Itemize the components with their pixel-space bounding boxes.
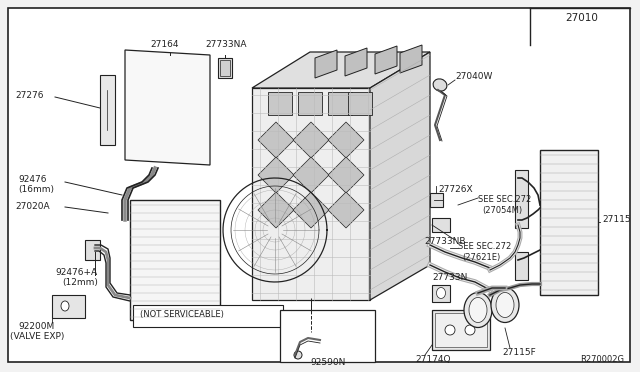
Text: 27726X: 27726X: [438, 185, 472, 194]
Polygon shape: [252, 88, 370, 300]
Polygon shape: [328, 192, 364, 228]
Ellipse shape: [491, 288, 519, 323]
Polygon shape: [125, 50, 210, 165]
Text: 92200M: 92200M: [18, 322, 54, 331]
Polygon shape: [370, 52, 430, 300]
Polygon shape: [515, 252, 528, 280]
Polygon shape: [252, 52, 430, 88]
Polygon shape: [130, 200, 220, 320]
Polygon shape: [258, 157, 294, 193]
Text: 27276: 27276: [15, 91, 44, 100]
Polygon shape: [430, 193, 443, 207]
Text: 92476+A: 92476+A: [55, 268, 97, 277]
Ellipse shape: [436, 288, 445, 298]
Text: 27733NB: 27733NB: [424, 237, 465, 246]
Bar: [133, 305, 283, 327]
Text: 27115: 27115: [602, 215, 630, 224]
Polygon shape: [100, 75, 115, 145]
Polygon shape: [435, 313, 487, 347]
Polygon shape: [328, 92, 352, 115]
Polygon shape: [328, 122, 364, 158]
Text: (16mm): (16mm): [18, 185, 54, 194]
Ellipse shape: [465, 325, 475, 335]
Text: 27010: 27010: [565, 13, 598, 23]
Polygon shape: [258, 122, 294, 158]
Polygon shape: [432, 310, 490, 350]
Ellipse shape: [294, 351, 302, 359]
Text: 27040W: 27040W: [455, 72, 492, 81]
Ellipse shape: [496, 292, 514, 317]
Polygon shape: [293, 157, 329, 193]
Polygon shape: [315, 50, 337, 78]
Text: R270002G: R270002G: [580, 355, 624, 364]
Bar: [280, 310, 375, 362]
Polygon shape: [293, 122, 329, 158]
Polygon shape: [52, 295, 85, 318]
Ellipse shape: [433, 79, 447, 91]
Polygon shape: [375, 46, 397, 74]
Polygon shape: [540, 150, 598, 295]
Text: SEE SEC.272: SEE SEC.272: [478, 195, 531, 204]
Text: (VALVE EXP): (VALVE EXP): [10, 332, 65, 341]
Polygon shape: [345, 48, 367, 76]
Polygon shape: [515, 170, 528, 228]
Polygon shape: [218, 58, 232, 78]
Polygon shape: [293, 192, 329, 228]
Text: 92476: 92476: [18, 175, 47, 184]
Polygon shape: [432, 218, 450, 232]
Text: 27115F: 27115F: [502, 348, 536, 357]
Polygon shape: [85, 240, 100, 260]
Polygon shape: [348, 92, 372, 115]
Polygon shape: [328, 157, 364, 193]
Text: SEE SEC.272: SEE SEC.272: [458, 242, 511, 251]
Text: 27733NA: 27733NA: [205, 40, 246, 49]
Polygon shape: [268, 92, 292, 115]
Text: (27054M): (27054M): [482, 206, 522, 215]
Polygon shape: [400, 45, 422, 73]
Text: 27020A: 27020A: [15, 202, 50, 211]
Text: (27621E): (27621E): [462, 253, 500, 262]
Ellipse shape: [464, 292, 492, 327]
Text: 27174Q: 27174Q: [415, 355, 451, 364]
Polygon shape: [432, 285, 450, 302]
Polygon shape: [298, 92, 322, 115]
Text: 27733N: 27733N: [432, 273, 467, 282]
Text: (NOT SERVICEABLE): (NOT SERVICEABLE): [140, 310, 224, 319]
Text: 92590N: 92590N: [310, 358, 346, 367]
Text: (12mm): (12mm): [62, 278, 98, 287]
Text: 27164: 27164: [150, 40, 179, 49]
Ellipse shape: [61, 301, 69, 311]
Polygon shape: [258, 192, 294, 228]
Ellipse shape: [445, 325, 455, 335]
Polygon shape: [220, 60, 230, 76]
Ellipse shape: [469, 298, 487, 323]
